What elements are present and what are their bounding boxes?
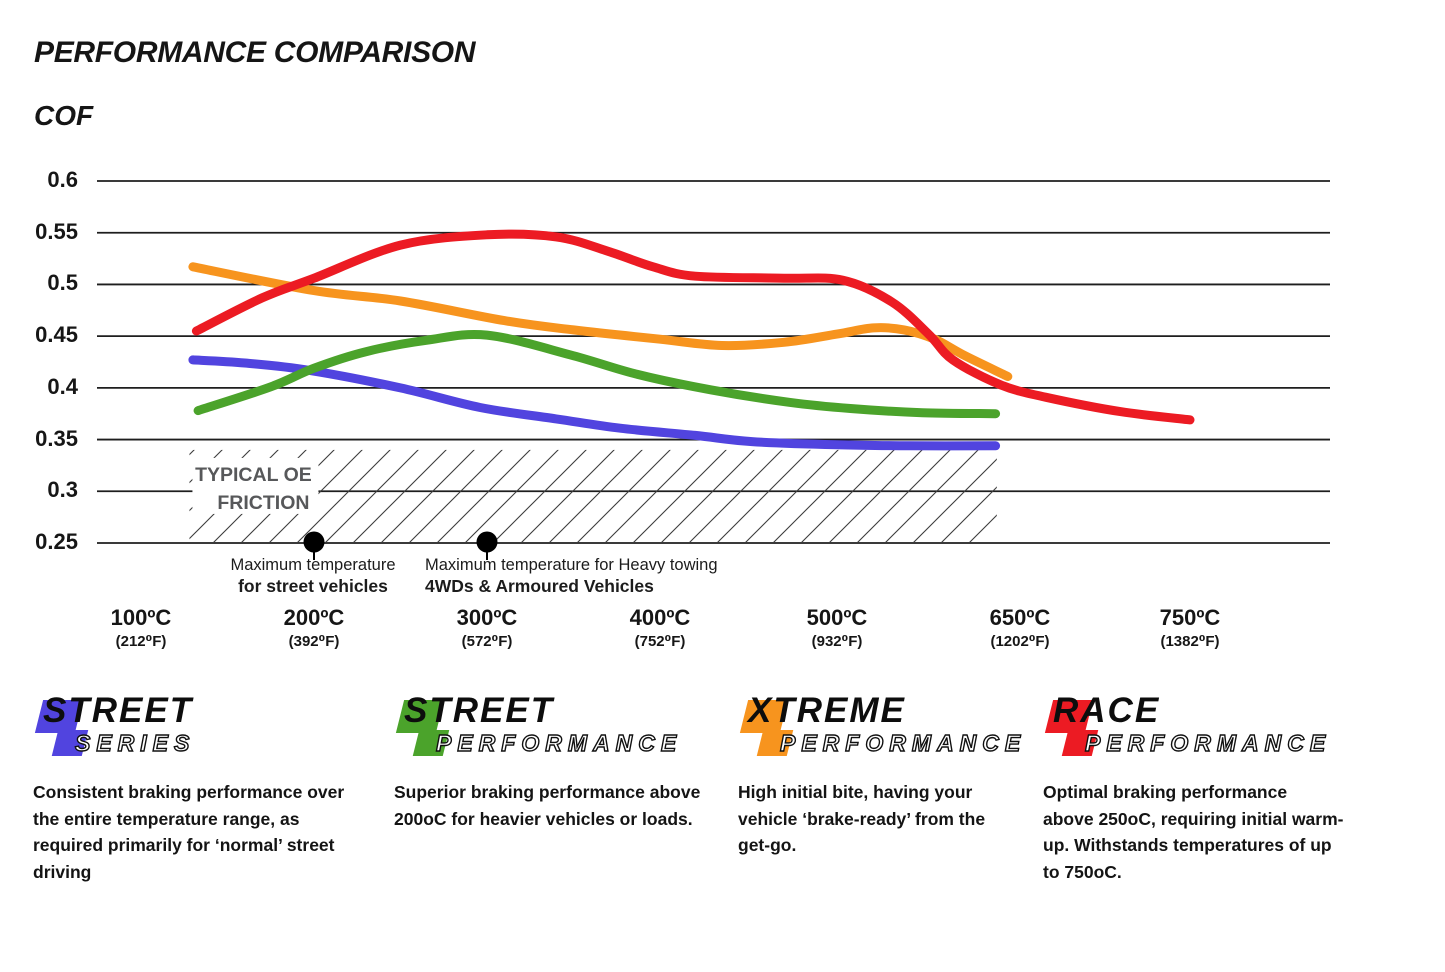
logo-line-1: RACE [1053,691,1161,730]
cof-line-chart: 0.6 0.55 0.5 0.45 0.4 0.35 0.3 0.25 TYPICAL OE FR… [35,167,1330,650]
x-tick-fahrenheit: (392⁰F) [288,633,340,651]
x-tick-fahrenheit: (1382⁰F) [1160,633,1220,651]
legend-item-street-series: STREET SERIES Consistent braking perform… [33,691,378,882]
y-tick-label: 0.45 [35,322,78,348]
logo-line-2: PERFORMANCE [435,729,683,756]
x-tick-celsius: 300ºC [456,605,518,630]
legend-item-race-performance: RACE PERFORMANCE Optimal braking perform… [1043,691,1383,882]
y-tick-label: 0.4 [47,373,78,399]
max-temperature-marker [476,531,498,553]
y-tick-label: 0.5 [47,270,78,296]
x-tick-fahrenheit: (752⁰F) [634,633,686,651]
x-tick-label: 300ºC (572⁰F) [412,606,562,650]
annotation-line-1: Maximum temperature for Heavy towing [425,556,718,574]
x-tick-label: 400ºC (752⁰F) [585,606,735,650]
x-tick-fahrenheit: (572⁰F) [461,633,513,651]
legend-item-xtreme-performance: XTREME PERFORMANCE High initial bite, ha… [738,691,1028,855]
y-tick-label: 0.25 [35,529,78,554]
x-tick-label: 750ºC (1382⁰F) [1115,606,1265,650]
race-performance-logo: RACE PERFORMANCE [1043,691,1383,763]
y-tick-label: 0.6 [47,167,78,192]
street-performance-logo: STREET PERFORMANCE [394,691,724,763]
logo-line-2: PERFORMANCE [779,729,1027,756]
legend-description: Optimal braking performance above 250oC,… [1043,782,1344,882]
y-tick-label: 0.3 [47,477,78,503]
annotation-line-2: for street vehicles [238,576,388,597]
x-tick-label: 200ºC (392⁰F) [239,606,389,650]
logo-line-2: SERIES [74,729,196,756]
street-series-logo: STREET SERIES [33,691,378,763]
annotation-line-1: Maximum temperature [230,556,396,574]
x-tick-fahrenheit: (932⁰F) [811,633,863,651]
page-title: PERFORMANCE COMPARISON [34,36,476,69]
x-tick-celsius: 400ºC [629,605,691,630]
x-tick-label: 100ºC (212⁰F) [66,606,216,650]
y-tick-label: 0.55 [35,218,78,244]
x-tick-fahrenheit: (212⁰F) [115,633,167,651]
oe-label-line-1: TYPICAL OE [195,464,312,486]
legend-description: High initial bite, having your vehicle ‘… [738,782,986,856]
series-line-race-performance [191,229,1195,425]
cof-chart-svg: TYPICAL OE FRICTION [97,180,1330,560]
x-tick-celsius: 750ºC [1159,605,1221,630]
logo-line-1: STREET [404,691,555,730]
legend-description: Superior braking performance above 200oC… [394,782,701,829]
typical-oe-friction-region [189,449,997,542]
annotation-max-temp-heavy-towing: Maximum temperature for Heavy towing 4WD… [425,556,718,597]
x-tick-celsius: 100ºC [110,605,172,630]
annotation-max-temp-street: Maximum temperature for street vehicles [230,556,395,597]
x-tick-fahrenheit: (1202⁰F) [990,633,1050,651]
xtreme-performance-logo: XTREME PERFORMANCE [738,691,1028,763]
logo-line-1: XTREME [748,691,906,730]
legend-item-street-performance: STREET PERFORMANCE Superior braking perf… [394,691,724,829]
logo-line-2: PERFORMANCE [1084,729,1332,756]
annotation-line-2: 4WDs & Armoured Vehicles [425,576,654,597]
x-tick-label: 500ºC (932⁰F) [762,606,912,650]
x-tick-celsius: 650ºC [989,605,1051,630]
oe-label-line-2: FRICTION [217,492,309,514]
x-tick-label: 650ºC (1202⁰F) [945,606,1095,650]
oe-label-backdrop [192,457,319,514]
logo-line-1: STREET [43,691,194,730]
y-tick-label: 0.35 [35,425,78,451]
x-tick-celsius: 200ºC [283,605,345,630]
y-axis-title: COF [34,100,94,131]
x-tick-celsius: 500ºC [806,605,868,630]
series-line-street-performance [193,330,1001,419]
legend-description: Consistent braking performance over the … [33,782,345,882]
max-temperature-marker [303,531,325,553]
